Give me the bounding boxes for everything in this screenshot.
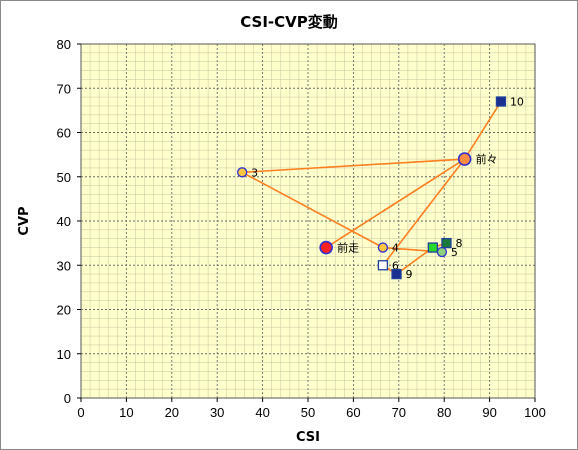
x-tick-label: 90: [482, 405, 496, 420]
data-label: 前々: [476, 152, 498, 166]
data-label: 6: [392, 259, 399, 272]
x-tick-label: 30: [210, 405, 224, 420]
x-tick-label: 60: [346, 405, 360, 420]
x-tick-label: 40: [255, 405, 269, 420]
data-label: 3: [251, 166, 258, 179]
y-tick-label: 10: [57, 347, 71, 362]
x-tick-label: 50: [301, 405, 315, 420]
x-tick-label: 100: [524, 405, 546, 420]
y-tick-label: 30: [57, 258, 71, 273]
x-tick-label: 80: [437, 405, 451, 420]
data-label: 9: [406, 268, 413, 281]
chart-title: CSI-CVP変動: [240, 13, 338, 31]
data-point-8: [441, 237, 452, 249]
x-axis-label: CSI: [296, 430, 320, 445]
y-tick-label: 20: [57, 303, 71, 318]
x-tick-label: 10: [119, 405, 133, 420]
data-point-10: [495, 96, 507, 107]
data-point-前走: [319, 240, 333, 255]
data-point-6: [377, 260, 389, 271]
data-point-前々: [457, 152, 472, 166]
data-point-9: [391, 268, 402, 280]
y-tick-label: 50: [57, 170, 71, 185]
y-tick-label: 60: [57, 126, 71, 141]
y-tick-label: 0: [64, 391, 71, 406]
data-label: 5: [451, 246, 458, 259]
y-tick-label: 40: [57, 214, 71, 229]
data-label: 4: [392, 242, 399, 255]
x-tick-label: 70: [392, 405, 406, 420]
y-tick-label: 80: [57, 37, 71, 52]
data-point-3: [237, 167, 248, 178]
data-label: 8: [455, 237, 462, 250]
y-axis-label: CVP: [17, 206, 32, 235]
x-tick-label: 20: [165, 405, 179, 420]
data-point-5: [436, 246, 448, 258]
x-tick-label: 0: [77, 405, 84, 420]
data-label: 10: [510, 96, 524, 109]
data-point-4: [377, 242, 389, 253]
data-label: 前走: [337, 241, 359, 255]
data-point-unlabeled: [427, 242, 439, 253]
y-tick-label: 70: [57, 81, 71, 96]
